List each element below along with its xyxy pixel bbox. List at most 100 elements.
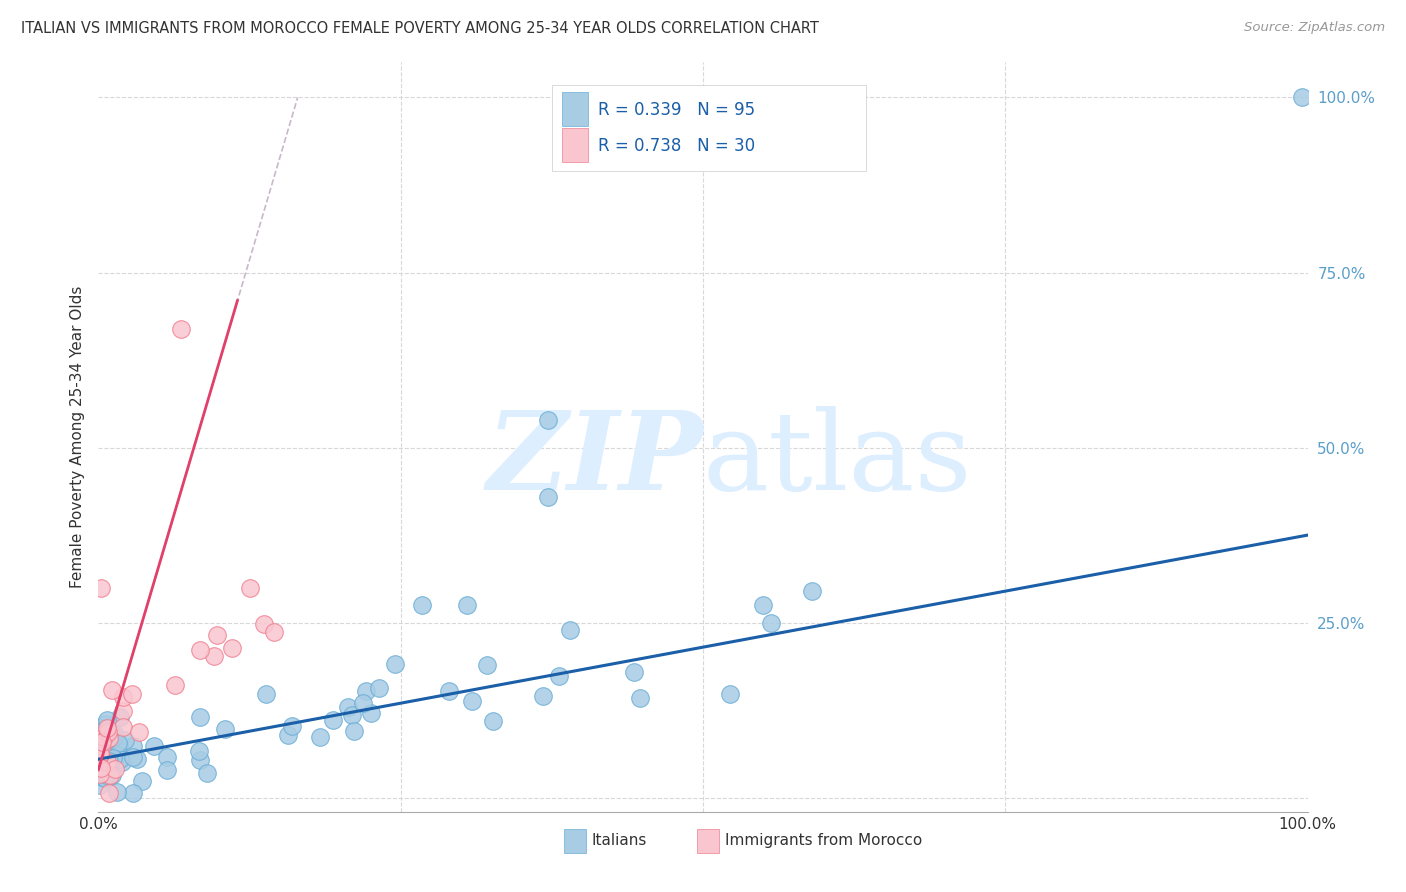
Point: [89, 767, 111, 781]
Point: [91, 736, 114, 750]
Point: [107, 739, 129, 753]
Point: [752, 598, 775, 612]
Point: [97, 735, 120, 749]
Point: [103, 726, 125, 740]
Point: [91, 756, 114, 771]
Point: [343, 724, 366, 739]
Text: atlas: atlas: [703, 406, 973, 513]
Point: [623, 665, 645, 679]
Point: [97, 731, 120, 746]
Point: [89, 721, 111, 735]
Point: [720, 687, 742, 701]
Point: [759, 616, 782, 631]
Text: R = 0.339   N = 95: R = 0.339 N = 95: [598, 101, 755, 119]
Point: [91, 735, 114, 749]
Point: [94, 745, 117, 759]
Bar: [561, 93, 588, 126]
Point: [96, 755, 118, 769]
Point: [98, 743, 121, 757]
Point: [97, 747, 120, 762]
Point: [239, 581, 262, 595]
Point: [90, 761, 112, 775]
Point: [94, 722, 117, 736]
Point: [96, 765, 118, 780]
Point: [204, 648, 226, 663]
Point: [93, 743, 115, 757]
Point: [93, 767, 115, 781]
Point: [121, 687, 143, 701]
Point: [96, 713, 118, 727]
Point: [98, 739, 121, 754]
Point: [354, 684, 377, 698]
Point: [100, 768, 122, 782]
Point: [90, 728, 112, 742]
Point: [98, 754, 121, 768]
Point: [108, 752, 131, 766]
Point: [277, 728, 299, 742]
Point: [384, 657, 406, 672]
Point: [96, 766, 118, 780]
Point: [89, 745, 111, 759]
Point: [107, 736, 129, 750]
Point: [187, 744, 209, 758]
Point: [531, 690, 554, 704]
Point: [411, 598, 433, 612]
Point: [89, 748, 111, 763]
Point: [337, 699, 360, 714]
Point: [253, 617, 276, 632]
Point: [103, 731, 125, 745]
Point: [105, 742, 128, 756]
Point: [122, 739, 145, 754]
Point: [96, 721, 118, 735]
Point: [114, 733, 136, 747]
Point: [96, 768, 118, 782]
Point: [98, 786, 121, 800]
Point: [94, 717, 117, 731]
Point: [367, 681, 389, 695]
Point: [195, 766, 218, 780]
Point: [121, 750, 143, 764]
Point: [100, 768, 122, 782]
Point: [105, 785, 128, 799]
Point: [456, 598, 478, 612]
Point: [461, 694, 484, 708]
Point: [111, 720, 134, 734]
Point: [111, 704, 134, 718]
Point: [93, 731, 115, 745]
Bar: [564, 829, 586, 853]
Point: [221, 641, 243, 656]
Point: [548, 668, 571, 682]
Point: [89, 757, 111, 772]
Point: [110, 710, 132, 724]
Point: [482, 714, 505, 728]
Point: [89, 747, 111, 762]
Point: [156, 763, 179, 777]
Point: [97, 735, 120, 749]
Point: [100, 725, 122, 739]
Point: [111, 690, 134, 704]
Bar: [561, 128, 588, 162]
Point: [558, 624, 581, 638]
Point: [128, 725, 150, 739]
Text: Italians: Italians: [592, 833, 647, 848]
Point: [101, 683, 124, 698]
Point: [97, 725, 120, 739]
Point: [90, 738, 112, 752]
Point: [90, 754, 112, 768]
Point: [188, 710, 211, 724]
Point: [104, 762, 127, 776]
Point: [97, 731, 120, 746]
Point: [96, 767, 118, 781]
Y-axis label: Female Poverty Among 25-34 Year Olds: Female Poverty Among 25-34 Year Olds: [69, 286, 84, 588]
Text: Source: ZipAtlas.com: Source: ZipAtlas.com: [1244, 21, 1385, 34]
Point: [111, 756, 134, 770]
Point: [1291, 90, 1313, 104]
Point: [96, 734, 118, 748]
Point: [89, 777, 111, 791]
Point: [475, 658, 498, 673]
Point: [127, 752, 149, 766]
Point: [156, 749, 179, 764]
Text: R = 0.738   N = 30: R = 0.738 N = 30: [598, 136, 755, 154]
Point: [101, 750, 124, 764]
Point: [281, 719, 304, 733]
